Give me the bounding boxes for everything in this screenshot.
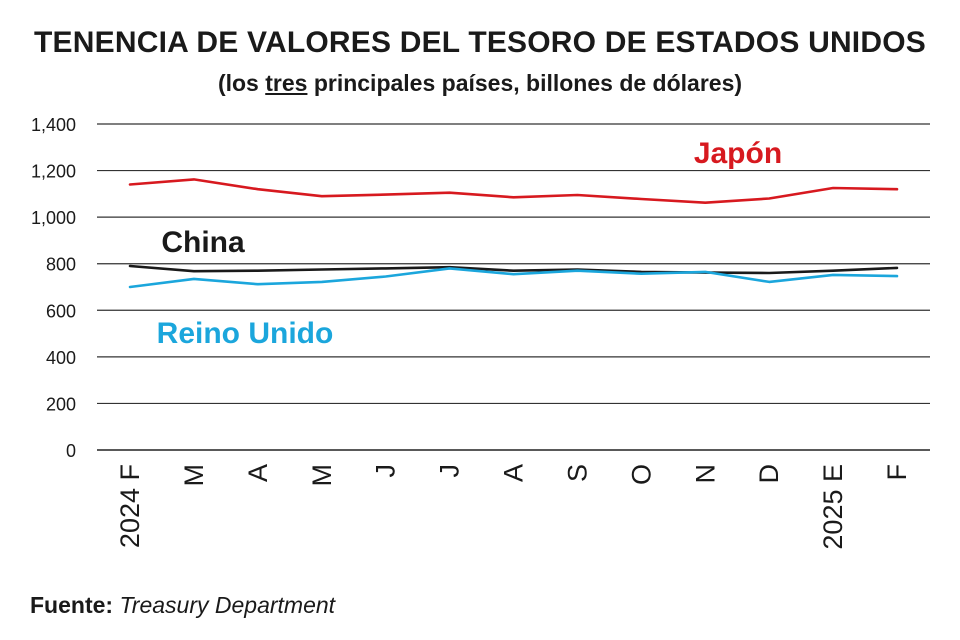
subtitle-underlined-word: tres — [265, 70, 308, 96]
series-line-china — [128, 264, 899, 275]
chart-subtitle: (los tres principales países, billones d… — [0, 70, 960, 97]
y-tick-label: 400 — [46, 348, 76, 368]
x-tick-label: J — [371, 464, 401, 478]
subtitle-suffix: principales países, billones de dólares) — [307, 70, 743, 96]
x-tick-label: A — [499, 464, 529, 482]
y-tick-label: 1,200 — [31, 162, 76, 182]
y-tick-label: 0 — [66, 441, 76, 461]
series-line-japón — [128, 178, 899, 204]
series-line-reino-unido — [128, 267, 899, 289]
x-tick-label: A — [243, 464, 273, 482]
x-tick-label: J — [435, 464, 465, 478]
x-tick-label: M — [179, 464, 209, 487]
series-label: Japón — [694, 137, 782, 170]
y-tick-label: 200 — [46, 394, 76, 414]
source-text: Treasury Department — [119, 592, 336, 618]
source-label: Fuente: — [30, 592, 114, 618]
y-tick-label: 600 — [46, 301, 76, 321]
x-tick-label: M — [307, 464, 337, 487]
x-tick-label: O — [626, 464, 656, 485]
y-tick-label: 1,400 — [31, 115, 76, 135]
chart-title: TENENCIA DE VALORES DEL TESORO DE ESTADO… — [34, 26, 926, 59]
subtitle-prefix: (los — [217, 70, 266, 96]
source-note: Fuente: Treasury Department — [30, 592, 335, 619]
x-tick-label: 2024 F — [115, 464, 145, 548]
x-tick-label: S — [562, 464, 592, 482]
y-tick-label: 1,000 — [31, 208, 76, 228]
series-label: Reino Unido — [157, 317, 334, 350]
x-tick-label: 2025 E — [818, 464, 848, 550]
x-tick-label: D — [754, 464, 784, 484]
x-tick-label: N — [690, 464, 720, 484]
series-label: China — [161, 226, 245, 259]
x-tick-label: F — [882, 464, 912, 481]
y-tick-label: 800 — [46, 255, 76, 275]
